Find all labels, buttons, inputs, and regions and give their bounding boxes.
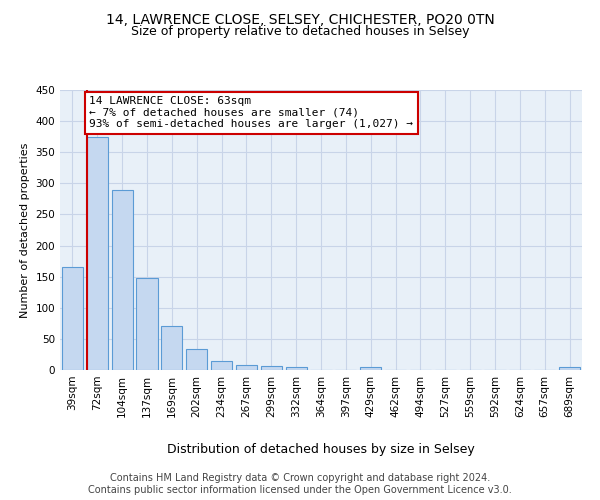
Text: Distribution of detached houses by size in Selsey: Distribution of detached houses by size … (167, 442, 475, 456)
Bar (236, 365, 257, 370)
Bar (161, 326, 182, 370)
Bar (136, 278, 158, 370)
Text: Contains HM Land Registry data © Crown copyright and database right 2024.
Contai: Contains HM Land Registry data © Crown c… (88, 474, 512, 495)
Y-axis label: Number of detached properties: Number of detached properties (20, 142, 30, 318)
Text: 14, LAWRENCE CLOSE, SELSEY, CHICHESTER, PO20 0TN: 14, LAWRENCE CLOSE, SELSEY, CHICHESTER, … (106, 12, 494, 26)
Text: Size of property relative to detached houses in Selsey: Size of property relative to detached ho… (131, 25, 469, 38)
Bar (112, 190, 133, 370)
Bar (62, 268, 83, 370)
Bar (360, 367, 381, 370)
Text: 14 LAWRENCE CLOSE: 63sqm
← 7% of detached houses are smaller (74)
93% of semi-de: 14 LAWRENCE CLOSE: 63sqm ← 7% of detache… (89, 96, 413, 130)
Bar (186, 350, 207, 370)
Bar (211, 362, 232, 370)
Bar (261, 366, 282, 370)
Bar (286, 367, 307, 370)
Bar (87, 136, 108, 370)
Bar (559, 367, 580, 370)
